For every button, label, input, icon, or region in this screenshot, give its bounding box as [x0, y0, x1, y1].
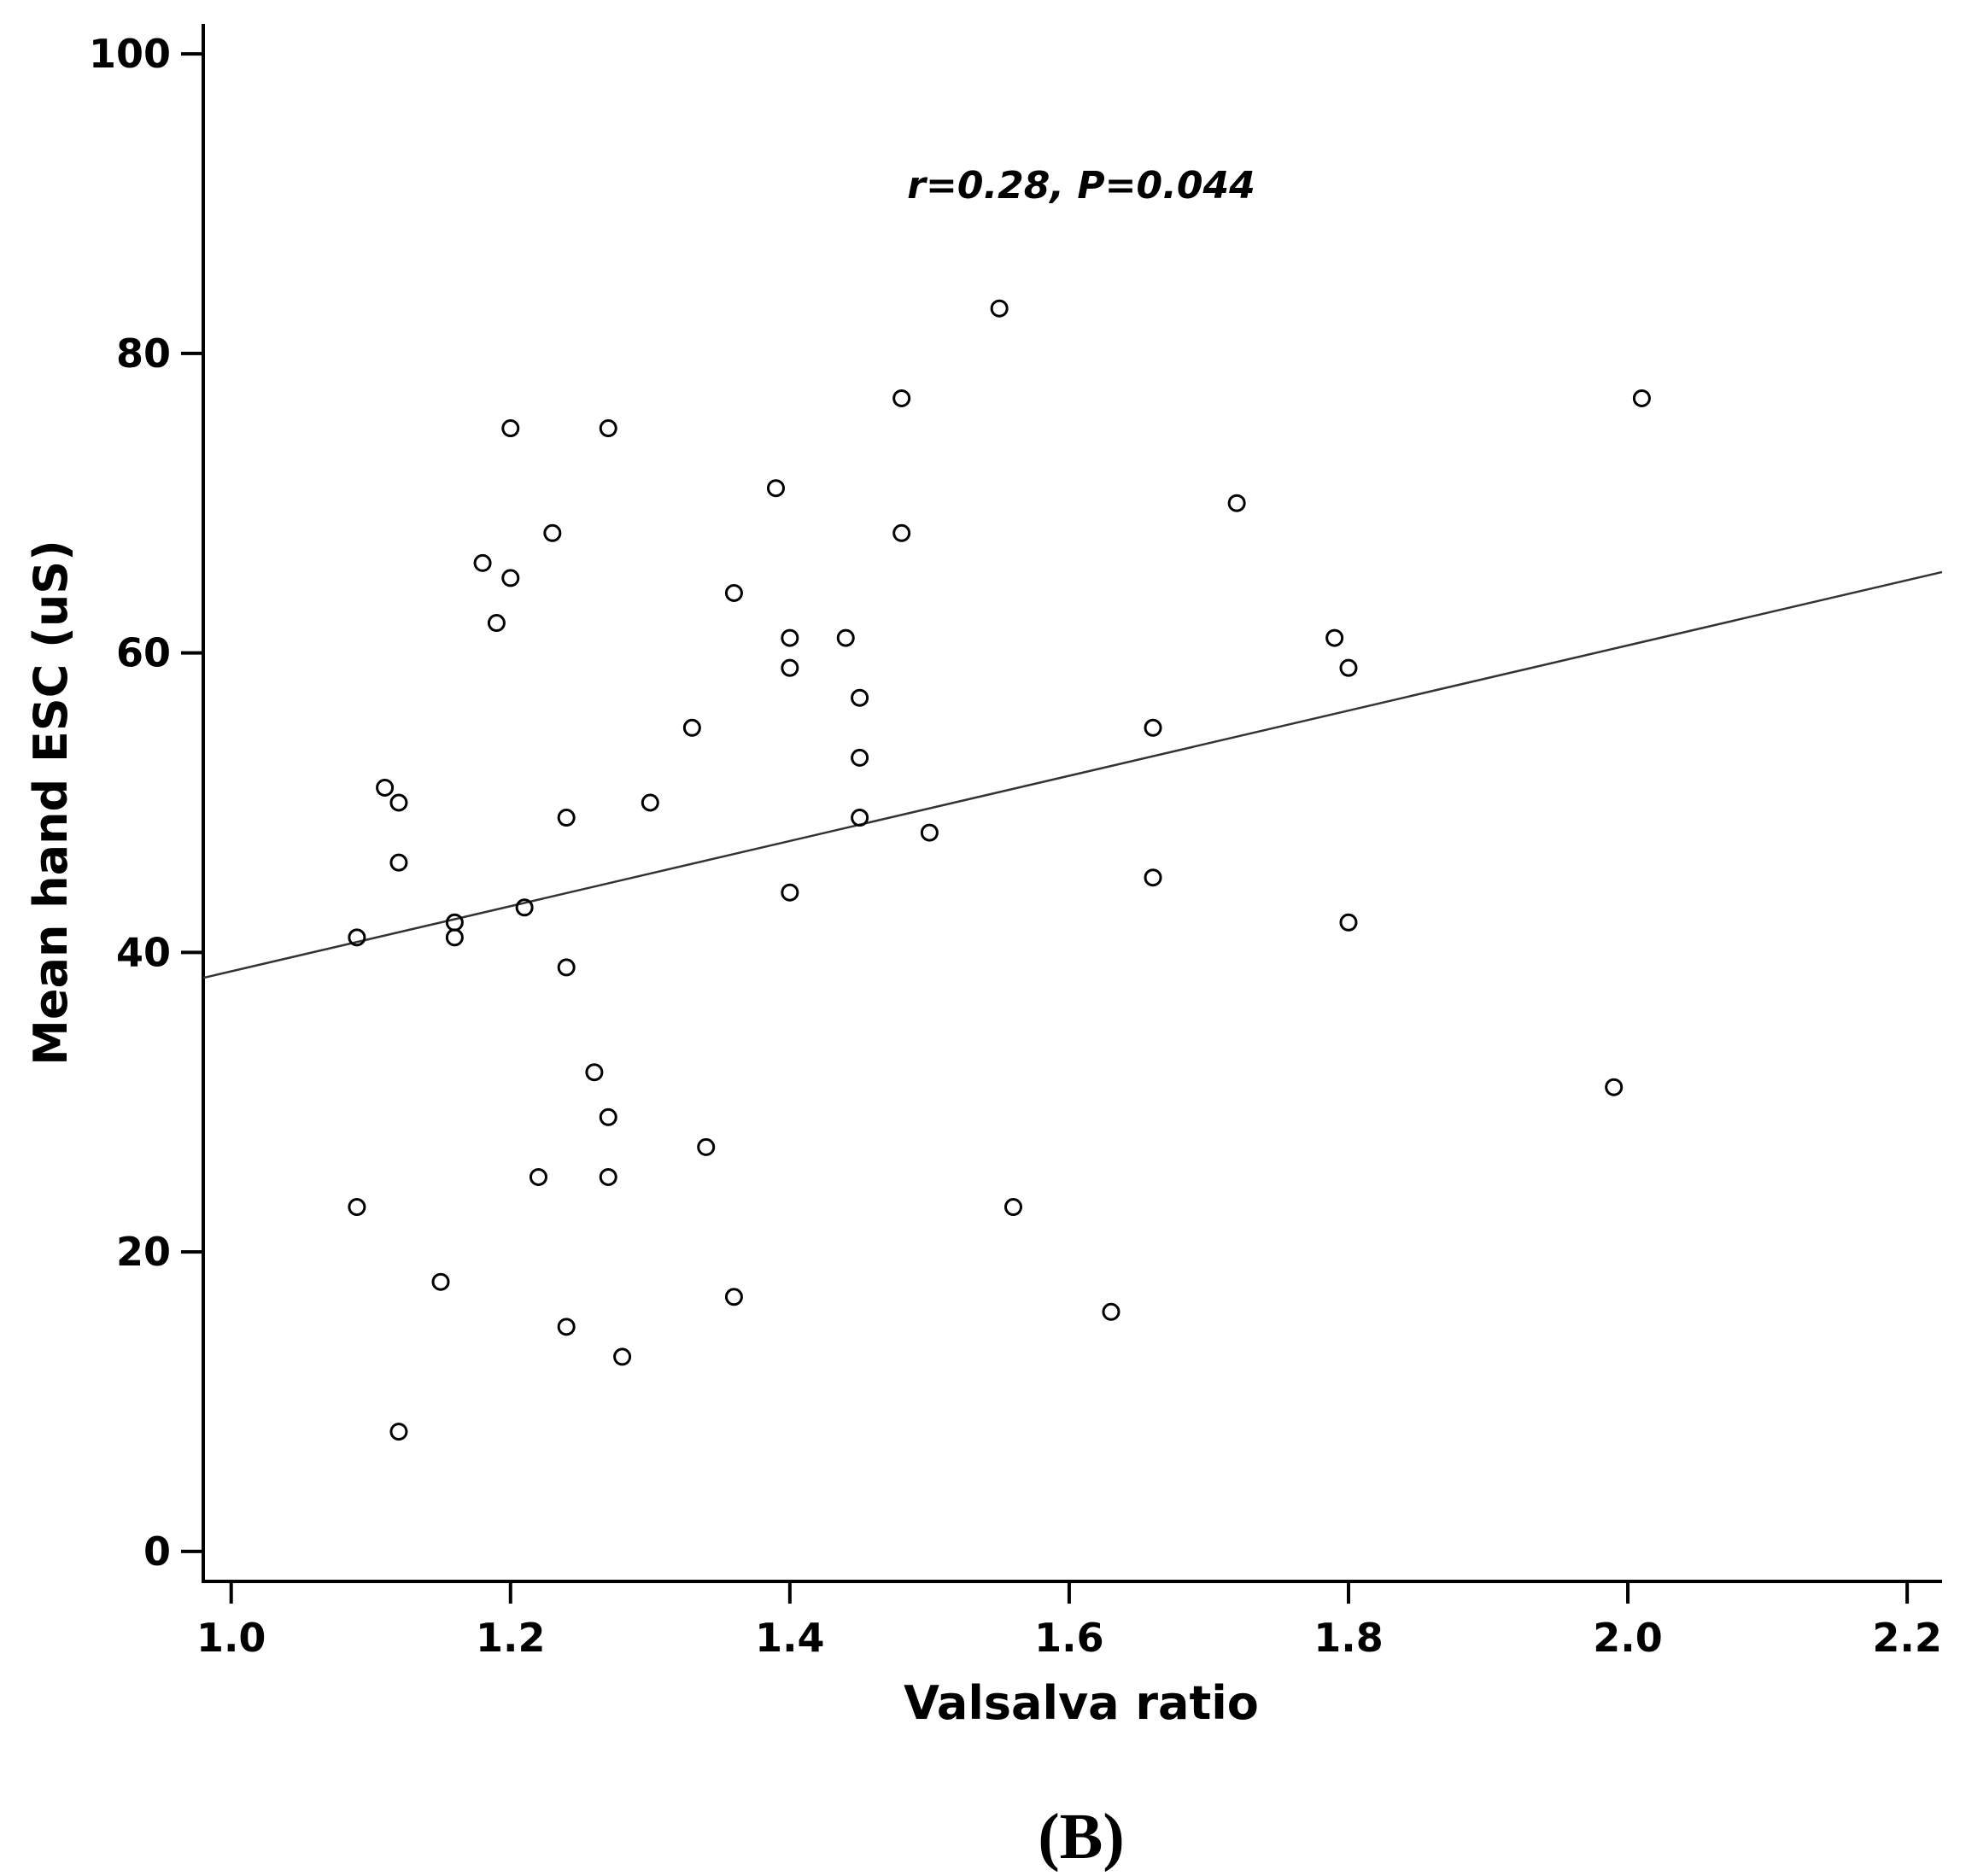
data-point	[781, 883, 799, 902]
data-point	[1102, 1302, 1121, 1321]
data-point	[1605, 1078, 1624, 1096]
data-point	[682, 718, 701, 737]
data-point	[724, 1288, 743, 1306]
x-tick-label: 2.2	[1872, 1615, 1942, 1661]
data-point	[487, 614, 506, 633]
data-point	[1339, 913, 1358, 932]
x-tick-label: 1.0	[196, 1615, 266, 1661]
correlation-annotation: r=0.28, P=0.044	[907, 164, 1255, 207]
data-point	[389, 1423, 408, 1441]
data-point	[641, 793, 659, 812]
data-point	[892, 389, 911, 407]
data-point	[892, 523, 911, 542]
data-point	[766, 479, 785, 498]
x-tick-label: 2.0	[1593, 1615, 1663, 1661]
data-point	[1144, 868, 1162, 887]
data-point	[851, 809, 869, 827]
data-point	[445, 928, 464, 947]
data-point	[781, 658, 799, 677]
data-point	[501, 419, 520, 438]
data-point	[376, 778, 395, 797]
data-point	[697, 1137, 716, 1156]
data-point	[724, 583, 743, 602]
x-tick-label: 1.8	[1314, 1615, 1384, 1661]
data-point	[501, 569, 520, 587]
y-tick-label: 40	[116, 929, 171, 975]
data-point	[529, 1167, 547, 1186]
x-tick-label: 1.2	[476, 1615, 546, 1661]
data-point	[1325, 628, 1344, 647]
x-axis-title: Valsalva ratio	[904, 1676, 1259, 1730]
panel-label: (B)	[1038, 1801, 1124, 1873]
data-point	[990, 299, 1009, 318]
data-point	[1632, 389, 1651, 407]
data-point	[348, 1198, 366, 1217]
y-axis-title: Mean hand ESC (uS)	[24, 540, 78, 1066]
data-point	[473, 553, 492, 572]
data-point	[1003, 1198, 1022, 1217]
data-point	[348, 928, 366, 947]
data-point	[851, 688, 869, 707]
data-point	[557, 958, 576, 977]
data-point	[920, 823, 939, 842]
data-points	[348, 299, 1651, 1441]
y-tick-label: 0	[143, 1528, 171, 1575]
data-point	[543, 523, 562, 542]
data-point	[585, 1063, 604, 1082]
data-point	[389, 793, 408, 812]
data-point	[599, 1107, 617, 1126]
data-point	[613, 1347, 632, 1366]
axes	[202, 24, 1942, 1583]
data-point	[851, 748, 869, 767]
data-point	[389, 853, 408, 872]
data-point	[836, 628, 855, 647]
data-point	[599, 1167, 617, 1186]
x-tick-label: 1.4	[755, 1615, 825, 1661]
y-tick-label: 80	[116, 330, 171, 377]
x-ticks: 1.0 1.2 1.4 1.6 1.8 2.0 2.2	[196, 1581, 1942, 1661]
data-point	[445, 913, 464, 932]
data-point	[599, 419, 617, 438]
data-point	[1339, 658, 1358, 677]
y-tick-label: 100	[89, 31, 171, 77]
data-point	[557, 1318, 576, 1336]
regression-line	[202, 570, 1943, 979]
data-point	[1144, 718, 1162, 737]
data-point	[557, 809, 576, 827]
data-point	[515, 898, 534, 917]
y-tick-label: 60	[116, 630, 171, 676]
y-tick-label: 20	[116, 1229, 171, 1275]
x-tick-label: 1.6	[1034, 1615, 1104, 1661]
data-point	[431, 1272, 450, 1291]
data-point	[1227, 494, 1246, 512]
data-point	[781, 628, 799, 647]
y-ticks: 0 20 40 60 80 100	[89, 31, 203, 1575]
